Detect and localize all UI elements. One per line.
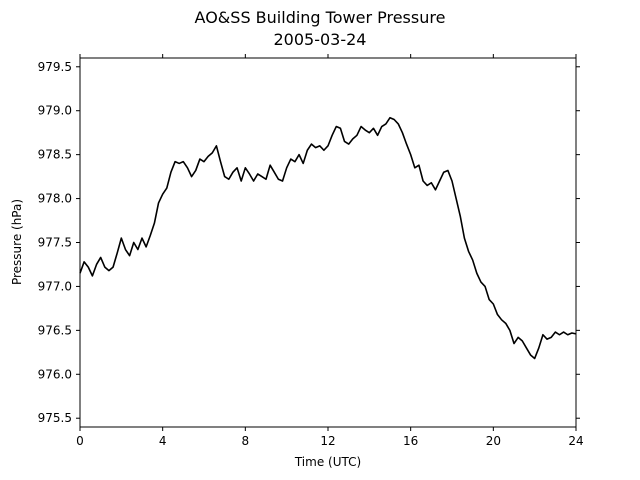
axis-ticks: 0 4 8 12 16 20 24 975.5 976.0 976.5 977.0 977.5 978.… — [38, 54, 584, 448]
chart-subtitle: 2005-03-24 — [274, 30, 367, 49]
y-tick-label: 978.0 — [38, 192, 72, 206]
x-tick-label: 24 — [568, 434, 583, 448]
x-tick-label: 16 — [403, 434, 418, 448]
series-line — [79, 116, 577, 360]
y-tick-label: 978.5 — [38, 148, 72, 162]
plot-frame — [79, 57, 577, 428]
x-tick-label: 0 — [76, 434, 84, 448]
x-tick-label: 20 — [486, 434, 501, 448]
y-tick-label: 976.5 — [38, 323, 72, 337]
y-tick-label: 979.5 — [38, 60, 72, 74]
y-tick-label: 977.5 — [38, 236, 72, 250]
chart-title: AO&SS Building Tower Pressure — [195, 8, 446, 27]
x-tick-label: 8 — [242, 434, 250, 448]
plot-area: 0 4 8 12 16 20 24 975.5 976.0 976.5 977.0 977.5 978.… — [38, 54, 584, 448]
y-tick-label: 976.0 — [38, 367, 72, 381]
y-tick-label: 979.0 — [38, 104, 72, 118]
y-axis-label: Pressure (hPa) — [10, 199, 24, 285]
y-tick-label: 975.5 — [38, 411, 72, 425]
x-tick-label: 12 — [320, 434, 335, 448]
x-axis-label: Time (UTC) — [294, 455, 361, 469]
y-tick-label: 977.0 — [38, 279, 72, 293]
x-tick-label: 4 — [159, 434, 167, 448]
